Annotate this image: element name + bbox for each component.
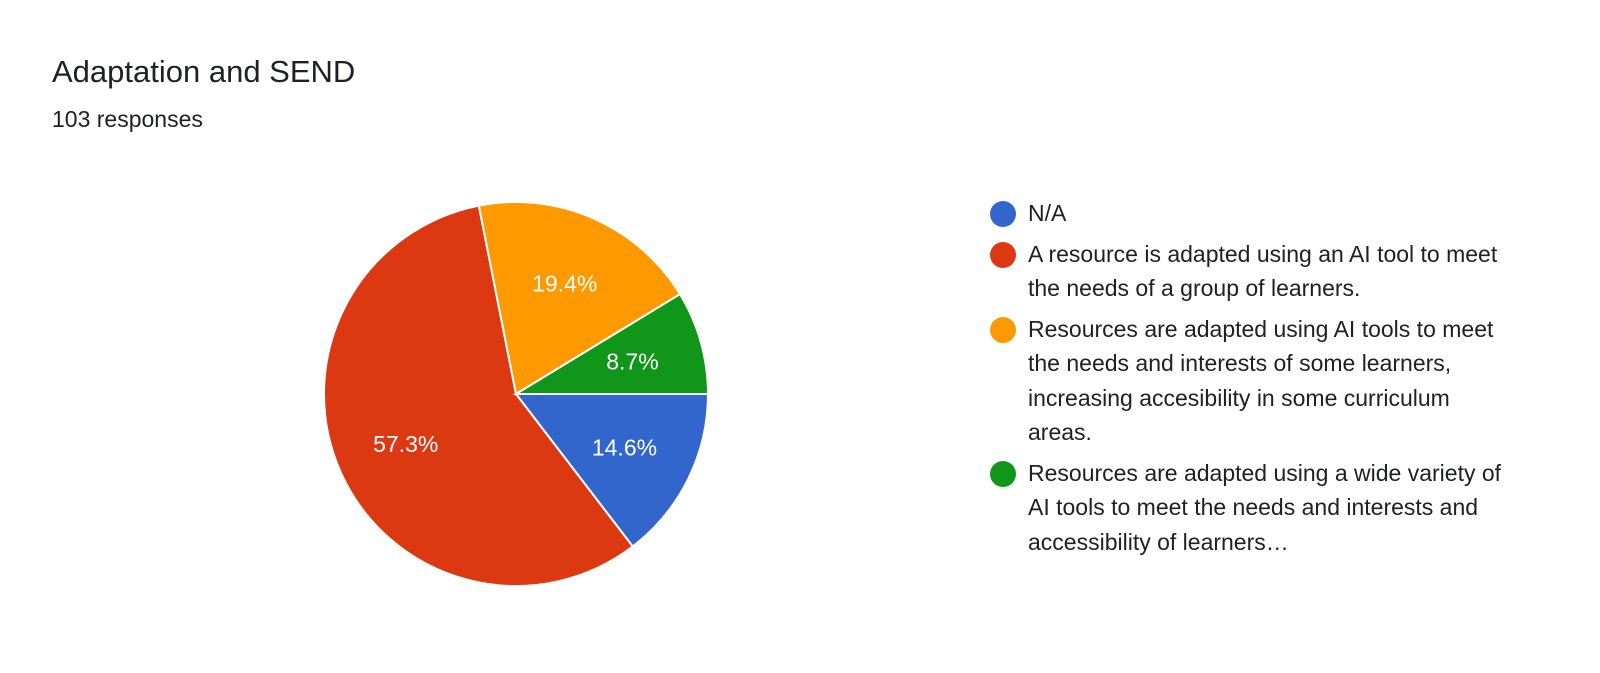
legend-label-group-adapted: A resource is adapted using an AI tool t… <box>1028 240 1498 302</box>
pie-slice-wide-variety[interactable] <box>512 292 710 395</box>
legend-item-group-adapted[interactable]: A resource is adapted using an AI tool t… <box>990 237 1550 306</box>
slice-label-na: 14.6% <box>592 435 657 461</box>
legend-item-na[interactable]: N/A <box>990 196 1550 231</box>
pie-slice-group-adapted[interactable] <box>323 204 635 587</box>
slice-label-some-learners: 19.4% <box>532 270 597 296</box>
pie-slice-na[interactable] <box>513 393 710 548</box>
legend-label-na: N/A <box>1028 200 1067 226</box>
chart-legend: N/A A resource is adapted using an AI to… <box>990 196 1550 565</box>
legend-swatch-group-adapted <box>990 241 1016 268</box>
legend-item-some-learners[interactable]: Resources are adapted using AI tools to … <box>990 312 1550 450</box>
response-count: 103 responses <box>52 106 203 132</box>
legend-label-some-learners: Resources are adapted using AI tools to … <box>1028 315 1494 446</box>
legend-swatch-some-learners <box>990 316 1016 343</box>
legend-item-wide-variety[interactable]: Resources are adapted using a wide varie… <box>990 456 1550 560</box>
chart-title: Adaptation and SEND <box>52 54 356 89</box>
legend-swatch-na <box>990 201 1016 227</box>
pie-slice-some-learners[interactable] <box>477 201 682 396</box>
slice-label-wide-variety: 8.7% <box>606 348 658 374</box>
slice-label-group-adapted: 57.3% <box>373 431 438 457</box>
legend-swatch-wide-variety <box>990 460 1016 487</box>
legend-label-wide-variety: Resources are adapted using a wide varie… <box>1028 459 1502 555</box>
